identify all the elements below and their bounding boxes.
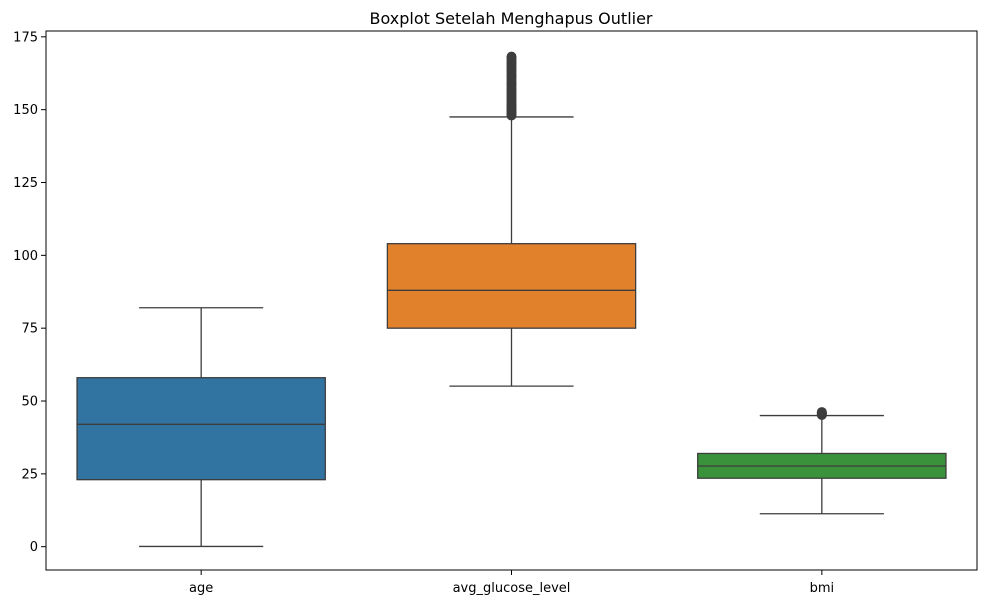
y-tick-label: 150 xyxy=(13,103,38,118)
chart-title: Boxplot Setelah Menghapus Outlier xyxy=(369,9,652,28)
y-tick-label: 75 xyxy=(21,322,38,337)
y-axis: 0 25 50 75 100 125 150 175 xyxy=(13,30,46,555)
outlier-point xyxy=(506,51,517,62)
boxes-layer xyxy=(76,51,947,548)
x-tick-label: bmi xyxy=(810,581,835,596)
outlier-point xyxy=(816,407,827,418)
box-iqr xyxy=(386,243,637,329)
box-group-bmi xyxy=(697,407,947,515)
box-iqr xyxy=(76,377,326,481)
y-tick-label: 25 xyxy=(21,467,38,482)
box-group-avg-glucose-level xyxy=(386,51,637,387)
x-axis: age avg_glucose_level bmi xyxy=(189,570,834,596)
x-tick-label: avg_glucose_level xyxy=(453,581,571,596)
y-tick-label: 0 xyxy=(30,540,38,555)
y-tick-label: 100 xyxy=(13,249,38,264)
y-tick-label: 50 xyxy=(21,395,38,410)
box-group-age xyxy=(76,307,326,548)
y-tick-label: 125 xyxy=(13,176,38,191)
x-tick-label: age xyxy=(189,581,213,596)
y-tick-label: 175 xyxy=(13,30,38,45)
